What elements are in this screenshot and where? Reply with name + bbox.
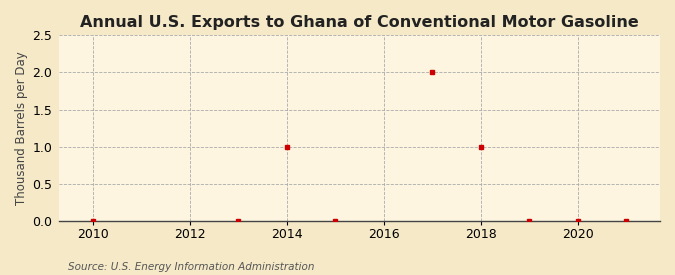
Title: Annual U.S. Exports to Ghana of Conventional Motor Gasoline: Annual U.S. Exports to Ghana of Conventi…	[80, 15, 639, 30]
Y-axis label: Thousand Barrels per Day: Thousand Barrels per Day	[15, 51, 28, 205]
Text: Source: U.S. Energy Information Administration: Source: U.S. Energy Information Administ…	[68, 262, 314, 272]
